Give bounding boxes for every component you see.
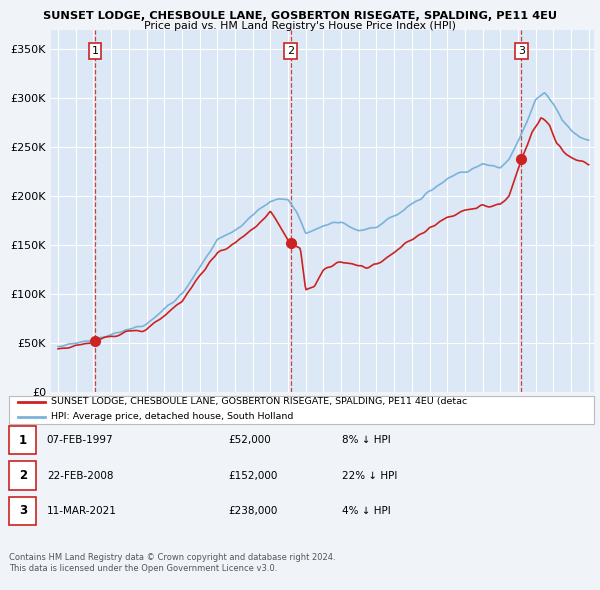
Text: 1: 1 — [92, 46, 99, 56]
Text: Price paid vs. HM Land Registry's House Price Index (HPI): Price paid vs. HM Land Registry's House … — [144, 21, 456, 31]
Text: £238,000: £238,000 — [228, 506, 277, 516]
Text: 22% ↓ HPI: 22% ↓ HPI — [342, 471, 397, 480]
Text: 8% ↓ HPI: 8% ↓ HPI — [342, 435, 391, 445]
Text: 22-FEB-2008: 22-FEB-2008 — [47, 471, 113, 480]
Text: SUNSET LODGE, CHESBOULE LANE, GOSBERTON RISEGATE, SPALDING, PE11 4EU (detac: SUNSET LODGE, CHESBOULE LANE, GOSBERTON … — [51, 397, 467, 407]
Text: 2: 2 — [19, 469, 27, 482]
Text: 1: 1 — [19, 434, 27, 447]
Text: £52,000: £52,000 — [228, 435, 271, 445]
Text: 4% ↓ HPI: 4% ↓ HPI — [342, 506, 391, 516]
Text: Contains HM Land Registry data © Crown copyright and database right 2024.
This d: Contains HM Land Registry data © Crown c… — [9, 553, 335, 573]
Text: £152,000: £152,000 — [228, 471, 277, 480]
Text: 3: 3 — [518, 46, 525, 56]
Text: SUNSET LODGE, CHESBOULE LANE, GOSBERTON RISEGATE, SPALDING, PE11 4EU: SUNSET LODGE, CHESBOULE LANE, GOSBERTON … — [43, 11, 557, 21]
Text: HPI: Average price, detached house, South Holland: HPI: Average price, detached house, Sout… — [51, 412, 293, 421]
Text: 07-FEB-1997: 07-FEB-1997 — [47, 435, 113, 445]
Text: 3: 3 — [19, 504, 27, 517]
Text: 11-MAR-2021: 11-MAR-2021 — [47, 506, 116, 516]
Text: 2: 2 — [287, 46, 294, 56]
